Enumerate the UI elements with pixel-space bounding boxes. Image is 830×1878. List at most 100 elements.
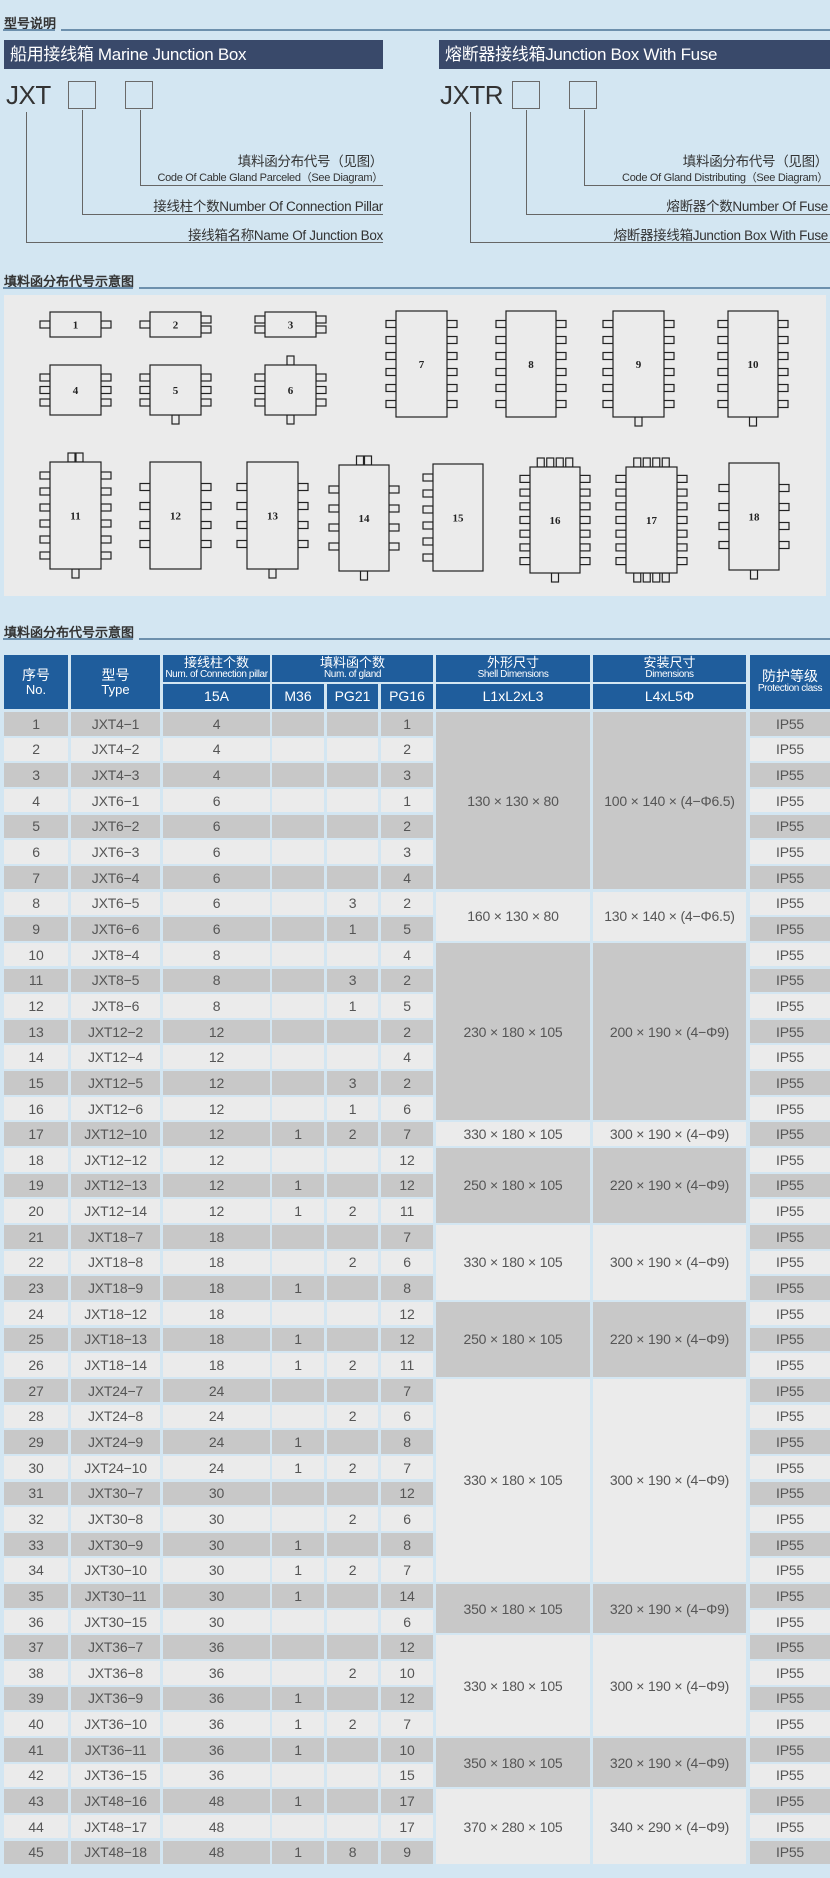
- cell-no: 7: [4, 865, 68, 890]
- cell-pg16: 12: [381, 1481, 433, 1505]
- layout-code-label: 15: [453, 513, 465, 525]
- cell-no: 17: [4, 1122, 68, 1146]
- cell-protection: IP55: [750, 840, 830, 864]
- gland-pin: [634, 416, 643, 427]
- layout-code-label: 10: [748, 359, 760, 371]
- cell-m36: 1: [272, 1173, 324, 1198]
- cell-pg21: 2: [327, 1199, 378, 1223]
- cell-no: 34: [4, 1558, 68, 1582]
- header-l1l2l3: L1xL2xL3: [436, 684, 590, 709]
- header-pg21-text: PG21: [334, 688, 371, 705]
- gland-pin: [171, 414, 180, 425]
- cell-shell-dimensions: 330 × 180 × 105: [436, 1635, 590, 1736]
- layout-code-label: 6: [288, 385, 294, 397]
- cell-no: 44: [4, 1814, 68, 1839]
- gland-pin: [519, 515, 531, 525]
- layout-code-label: 2: [173, 320, 179, 332]
- cell-pg21: [327, 1378, 378, 1403]
- gland-pin: [388, 504, 400, 513]
- cell-15a: 30: [163, 1584, 270, 1608]
- gland-pin: [579, 543, 591, 552]
- cell-type: JXT12−14: [71, 1199, 160, 1223]
- gland-pin: [602, 367, 614, 377]
- gland-distribution-diagram-panel: 1 2 3 4 5 6 7 8 9 10 11 12 13 14 15 16 17 18: [4, 295, 826, 596]
- cell-shell-dimensions: 250 × 180 × 105: [436, 1301, 590, 1377]
- code-box-gland: [125, 81, 153, 109]
- gland-pin: [519, 488, 531, 497]
- gland-pin: [39, 320, 51, 329]
- cell-protection: IP55: [750, 1276, 830, 1300]
- cell-pg21: [327, 942, 378, 967]
- cell-pg16: 7: [381, 1558, 433, 1582]
- gland-pin: [661, 572, 670, 583]
- cell-pg21: [327, 1019, 378, 1044]
- cell-pg16: 17: [381, 1789, 433, 1813]
- cell-protection: IP55: [750, 994, 830, 1018]
- cell-pg21: 2: [327, 1507, 378, 1531]
- gland-pin: [661, 457, 670, 468]
- cell-no: 13: [4, 1019, 68, 1044]
- gland-layout-8: 8: [495, 310, 567, 418]
- cell-install-dimensions: 220 × 190 × (4−Φ9): [593, 1301, 746, 1377]
- gland-pin: [200, 385, 212, 395]
- cell-m36: [272, 1301, 324, 1326]
- header-pg16: PG16: [381, 684, 433, 709]
- cell-m36: 1: [272, 1327, 324, 1352]
- cell-no: 39: [4, 1686, 68, 1711]
- gland-layout-3: 3: [254, 311, 327, 338]
- gland-pin: [519, 529, 531, 538]
- header-pg16-text: PG16: [389, 688, 425, 705]
- cell-15a: 18: [163, 1301, 270, 1326]
- cell-type: JXT36−10: [71, 1712, 160, 1736]
- cell-type: JXT18−8: [71, 1250, 160, 1275]
- junction-box-outline: [529, 466, 581, 574]
- model-prefix-jxtr: JXTR: [440, 80, 504, 110]
- cell-protection: IP55: [750, 1225, 830, 1249]
- gland-pin: [200, 520, 212, 530]
- cell-15a: 12: [163, 1199, 270, 1223]
- cell-protection: IP55: [750, 1840, 830, 1865]
- cell-15a: 36: [163, 1738, 270, 1762]
- gland-pin: [139, 398, 151, 407]
- layout-code-label: 14: [359, 513, 371, 525]
- cell-m36: 1: [272, 1455, 324, 1480]
- cell-type: JXT48−16: [71, 1789, 160, 1813]
- gland-pin: [718, 540, 730, 550]
- section-divider: [61, 29, 830, 31]
- junction-box-outline: [612, 310, 665, 418]
- gland-pin: [777, 319, 789, 329]
- cell-pg16: 10: [381, 1661, 433, 1685]
- gland-pin: [446, 319, 458, 329]
- leader-line: [526, 110, 527, 214]
- cell-m36: [272, 788, 324, 813]
- cell-pg21: [327, 1686, 378, 1711]
- leader-line: [526, 214, 830, 215]
- cell-15a: 24: [163, 1378, 270, 1403]
- section-heading-table: 填料函分布代号示意图: [4, 625, 135, 640]
- layout-code-label: 11: [70, 511, 80, 523]
- cell-install-dimensions: 200 × 190 × (4−Φ9): [593, 942, 746, 1121]
- cell-type: JXT36−8: [71, 1661, 160, 1685]
- layout-code-label: 7: [419, 359, 425, 371]
- cell-install-dimensions: 300 × 190 × (4−Φ9): [593, 1635, 746, 1736]
- cell-pg16: 6: [381, 1609, 433, 1634]
- cell-pg16: 8: [381, 1532, 433, 1557]
- gland-pin: [39, 373, 51, 382]
- cell-no: 5: [4, 814, 68, 839]
- cell-15a: 6: [163, 917, 270, 941]
- code-box-gland: [569, 81, 597, 109]
- cell-15a: 12: [163, 1019, 270, 1044]
- cell-no: 28: [4, 1404, 68, 1429]
- cell-type: JXT4−1: [71, 712, 160, 736]
- cell-no: 25: [4, 1327, 68, 1352]
- cell-type: JXT12−13: [71, 1173, 160, 1198]
- cell-m36: 1: [272, 1789, 324, 1813]
- cell-shell-dimensions: 130 × 130 × 80: [436, 712, 590, 890]
- cell-pg16: 12: [381, 1635, 433, 1659]
- cell-15a: 48: [163, 1814, 270, 1839]
- gland-pin: [555, 351, 567, 361]
- cell-install-dimensions: 300 × 190 × (4−Φ9): [593, 1378, 746, 1582]
- cell-protection: IP55: [750, 1814, 830, 1839]
- gland-pin: [555, 383, 567, 393]
- cell-protection: IP55: [750, 1173, 830, 1198]
